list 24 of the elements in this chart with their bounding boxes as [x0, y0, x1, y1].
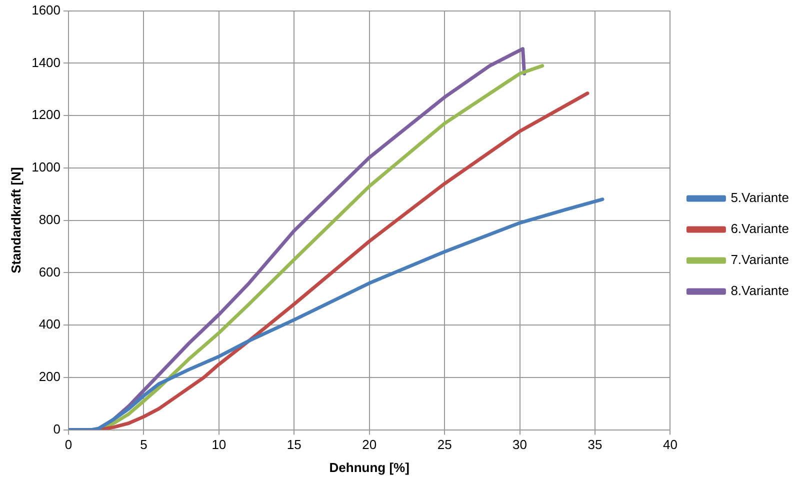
- legend-label: 8.Variante: [730, 283, 789, 298]
- y-tick-label: 200: [38, 369, 61, 384]
- x-tick-label: 35: [588, 437, 602, 452]
- y-tick-label: 1000: [32, 160, 61, 175]
- legend-label: 5.Variante: [730, 190, 789, 206]
- x-tick-label: 25: [437, 437, 452, 452]
- x-tick-label: 30: [512, 437, 528, 452]
- y-tick-label: 800: [38, 212, 61, 227]
- y-tick-label: 1400: [32, 54, 61, 70]
- y-tick-label: 1600: [32, 2, 61, 18]
- x-axis-title: Dehnung [%]: [329, 460, 410, 475]
- x-tick-label: 15: [286, 437, 302, 452]
- y-axis-title: Standardkraft [N]: [8, 167, 24, 274]
- y-tick-label: 1200: [32, 107, 61, 122]
- x-tick-label: 40: [662, 437, 678, 452]
- legend-label: 6.Variante: [730, 221, 789, 236]
- y-tick-label: 0: [53, 421, 61, 436]
- x-tick-label: 20: [362, 437, 377, 452]
- x-tick-label: 10: [212, 437, 226, 452]
- x-tick-label: 0: [64, 437, 72, 452]
- legend-label: 7.Variante: [730, 252, 789, 268]
- y-tick-label: 400: [38, 316, 61, 332]
- x-tick-label: 5: [140, 437, 148, 452]
- y-tick-label: 600: [38, 264, 61, 280]
